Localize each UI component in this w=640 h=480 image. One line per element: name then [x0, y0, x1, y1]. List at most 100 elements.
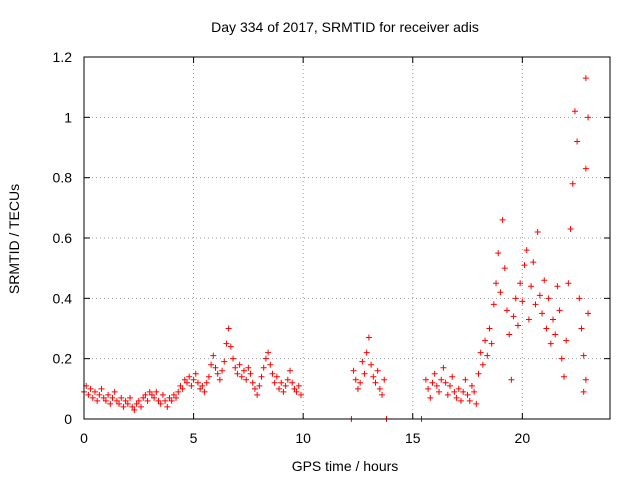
data-point: [499, 216, 506, 223]
data-point: [552, 331, 559, 338]
data-point: [111, 388, 118, 395]
data-point: [473, 400, 480, 407]
data-point: [541, 277, 548, 284]
data-point: [585, 114, 592, 121]
data-point: [166, 394, 173, 401]
data-point: [479, 361, 486, 368]
data-point: [370, 373, 377, 380]
data-point: [256, 382, 263, 389]
data-point: [140, 394, 147, 401]
data-point: [192, 370, 199, 377]
data-point: [188, 382, 195, 389]
data-point: [85, 391, 92, 398]
data-point: [580, 352, 587, 359]
data-point: [565, 280, 572, 287]
data-point: [379, 391, 386, 398]
data-point: [545, 295, 552, 302]
data-point: [488, 340, 495, 347]
data-point: [170, 391, 177, 398]
data-point: [173, 394, 180, 401]
data-point: [521, 262, 528, 269]
data-point: [484, 352, 491, 359]
data-point: [109, 394, 116, 401]
data-point: [582, 376, 589, 383]
data-point: [352, 376, 359, 383]
data-point: [98, 385, 105, 392]
data-point: [493, 280, 500, 287]
data-point: [262, 355, 269, 362]
data-point: [582, 75, 589, 82]
data-point: [462, 376, 469, 383]
data-point: [269, 370, 276, 377]
data-point: [105, 391, 112, 398]
x-tick-label: 20: [515, 430, 531, 446]
data-point: [433, 382, 440, 389]
data-point: [179, 385, 186, 392]
data-point: [254, 391, 261, 398]
data-point: [532, 301, 539, 308]
data-point: [142, 391, 149, 398]
data-point: [350, 367, 357, 374]
data-point: [464, 391, 471, 398]
data-point: [567, 225, 574, 232]
data-point: [438, 376, 445, 383]
data-point: [133, 400, 140, 407]
data-point: [151, 394, 158, 401]
y-tick-label: 0.2: [53, 351, 73, 367]
data-point: [569, 180, 576, 187]
data-point: [260, 364, 267, 371]
data-point: [425, 385, 432, 392]
data-point: [460, 388, 467, 395]
data-point: [131, 406, 138, 413]
data-point: [365, 334, 372, 341]
data-point: [536, 292, 543, 299]
data-point: [159, 391, 166, 398]
data-point: [155, 397, 162, 404]
data-point: [497, 289, 504, 296]
data-point: [184, 379, 191, 386]
data-point: [284, 376, 291, 383]
x-tick-label: 10: [295, 430, 311, 446]
data-point: [506, 331, 513, 338]
data-point: [122, 397, 129, 404]
data-point: [94, 397, 101, 404]
data-point: [517, 280, 524, 287]
data-point: [363, 349, 370, 356]
data-point: [219, 367, 226, 374]
data-point: [164, 403, 171, 410]
data-point: [422, 376, 429, 383]
data-point: [510, 313, 517, 320]
data-point: [208, 361, 215, 368]
data-point: [361, 370, 368, 377]
data-point: [177, 382, 184, 389]
data-point: [444, 391, 451, 398]
data-point: [287, 367, 294, 374]
data-point: [539, 310, 546, 317]
data-point: [212, 364, 219, 371]
data-point: [576, 295, 583, 302]
data-point: [514, 322, 521, 329]
data-point: [203, 379, 210, 386]
data-point: [372, 379, 379, 386]
data-point: [357, 379, 364, 386]
data-point: [512, 295, 519, 302]
data-point: [240, 367, 247, 374]
data-point: [89, 394, 96, 401]
data-point: [468, 382, 475, 389]
data-point: [216, 376, 223, 383]
data-point: [560, 373, 567, 380]
data-point: [236, 361, 243, 368]
data-point: [234, 370, 241, 377]
data-point: [447, 382, 454, 389]
x-tick-label: 15: [405, 430, 421, 446]
data-point: [249, 379, 256, 386]
data-point: [100, 394, 107, 401]
data-point: [374, 367, 381, 374]
data-point: [534, 228, 541, 235]
data-point: [475, 370, 482, 377]
data-point: [225, 325, 232, 332]
data-point: [490, 301, 497, 308]
axis-ticks: 0 5 10 15 20 0 0.2 0.4 0.6 0.8 1 1.2: [53, 49, 610, 446]
data-point: [102, 397, 109, 404]
